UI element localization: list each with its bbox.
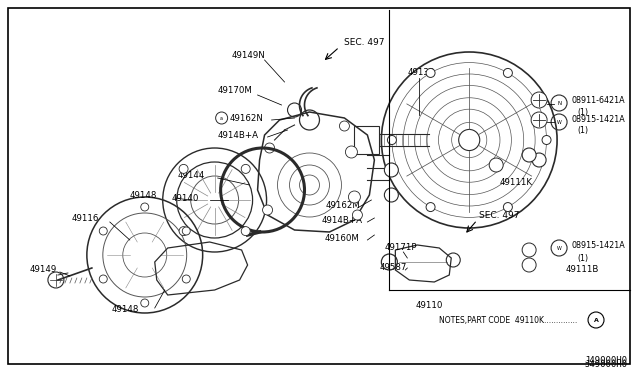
Circle shape (522, 258, 536, 272)
Circle shape (426, 203, 435, 212)
Circle shape (141, 203, 148, 211)
Text: 08915-1421A: 08915-1421A (571, 241, 625, 250)
Text: a: a (220, 115, 223, 121)
Circle shape (504, 203, 513, 212)
Text: J49000H0: J49000H0 (584, 356, 627, 365)
Text: NOTES,PART CODE  49110K..............: NOTES,PART CODE 49110K.............. (439, 315, 577, 324)
Circle shape (353, 210, 362, 220)
Text: 49162M: 49162M (326, 201, 360, 209)
Circle shape (99, 227, 108, 235)
Circle shape (182, 275, 190, 283)
Circle shape (262, 205, 273, 215)
Circle shape (99, 275, 108, 283)
Text: 4914B+A: 4914B+A (321, 215, 362, 224)
Circle shape (339, 121, 349, 131)
Circle shape (385, 163, 398, 177)
Text: (1): (1) (577, 253, 588, 263)
Text: 49148: 49148 (130, 190, 157, 199)
Text: 49111K: 49111K (499, 177, 532, 186)
Circle shape (346, 146, 357, 158)
Text: 49171P: 49171P (385, 244, 417, 253)
Text: A: A (593, 317, 598, 323)
Text: W: W (557, 246, 561, 250)
Text: 49162N: 49162N (230, 113, 264, 122)
Circle shape (489, 158, 503, 172)
Circle shape (426, 68, 435, 77)
Text: 49587: 49587 (380, 263, 407, 273)
Bar (355, 126, 380, 154)
Circle shape (141, 299, 148, 307)
Text: 49116: 49116 (72, 214, 99, 222)
Circle shape (182, 227, 190, 235)
Text: (1): (1) (577, 108, 588, 116)
Text: 49110: 49110 (415, 301, 443, 310)
Text: 08915-1421A: 08915-1421A (571, 115, 625, 124)
Text: 49170M: 49170M (218, 86, 253, 94)
Circle shape (264, 143, 275, 153)
Circle shape (542, 135, 551, 144)
Circle shape (387, 135, 396, 144)
Circle shape (385, 188, 398, 202)
Text: W: W (557, 119, 561, 125)
Circle shape (504, 68, 513, 77)
Circle shape (241, 164, 250, 173)
Circle shape (532, 153, 546, 167)
Text: 49149N: 49149N (232, 51, 266, 60)
Circle shape (531, 112, 547, 128)
Text: 49111B: 49111B (565, 266, 598, 275)
Text: 49140: 49140 (172, 193, 199, 202)
Text: 49149: 49149 (30, 266, 57, 275)
Text: N: N (557, 100, 561, 106)
Text: 4914B+A: 4914B+A (218, 131, 259, 140)
Text: (1): (1) (577, 125, 588, 135)
Text: 49160M: 49160M (324, 234, 359, 243)
Text: J49000H0: J49000H0 (584, 360, 627, 369)
Circle shape (522, 148, 536, 162)
Text: 08911-6421A: 08911-6421A (571, 96, 625, 105)
Circle shape (348, 191, 360, 203)
Text: 49144: 49144 (178, 170, 205, 180)
Text: SEC. 497: SEC. 497 (479, 211, 520, 219)
Text: SEC. 497: SEC. 497 (344, 38, 385, 46)
Circle shape (179, 227, 188, 235)
Circle shape (531, 92, 547, 108)
Circle shape (522, 243, 536, 257)
Text: 49148: 49148 (112, 305, 139, 314)
Text: 49130: 49130 (407, 67, 435, 77)
Circle shape (241, 227, 250, 235)
Circle shape (179, 164, 188, 173)
